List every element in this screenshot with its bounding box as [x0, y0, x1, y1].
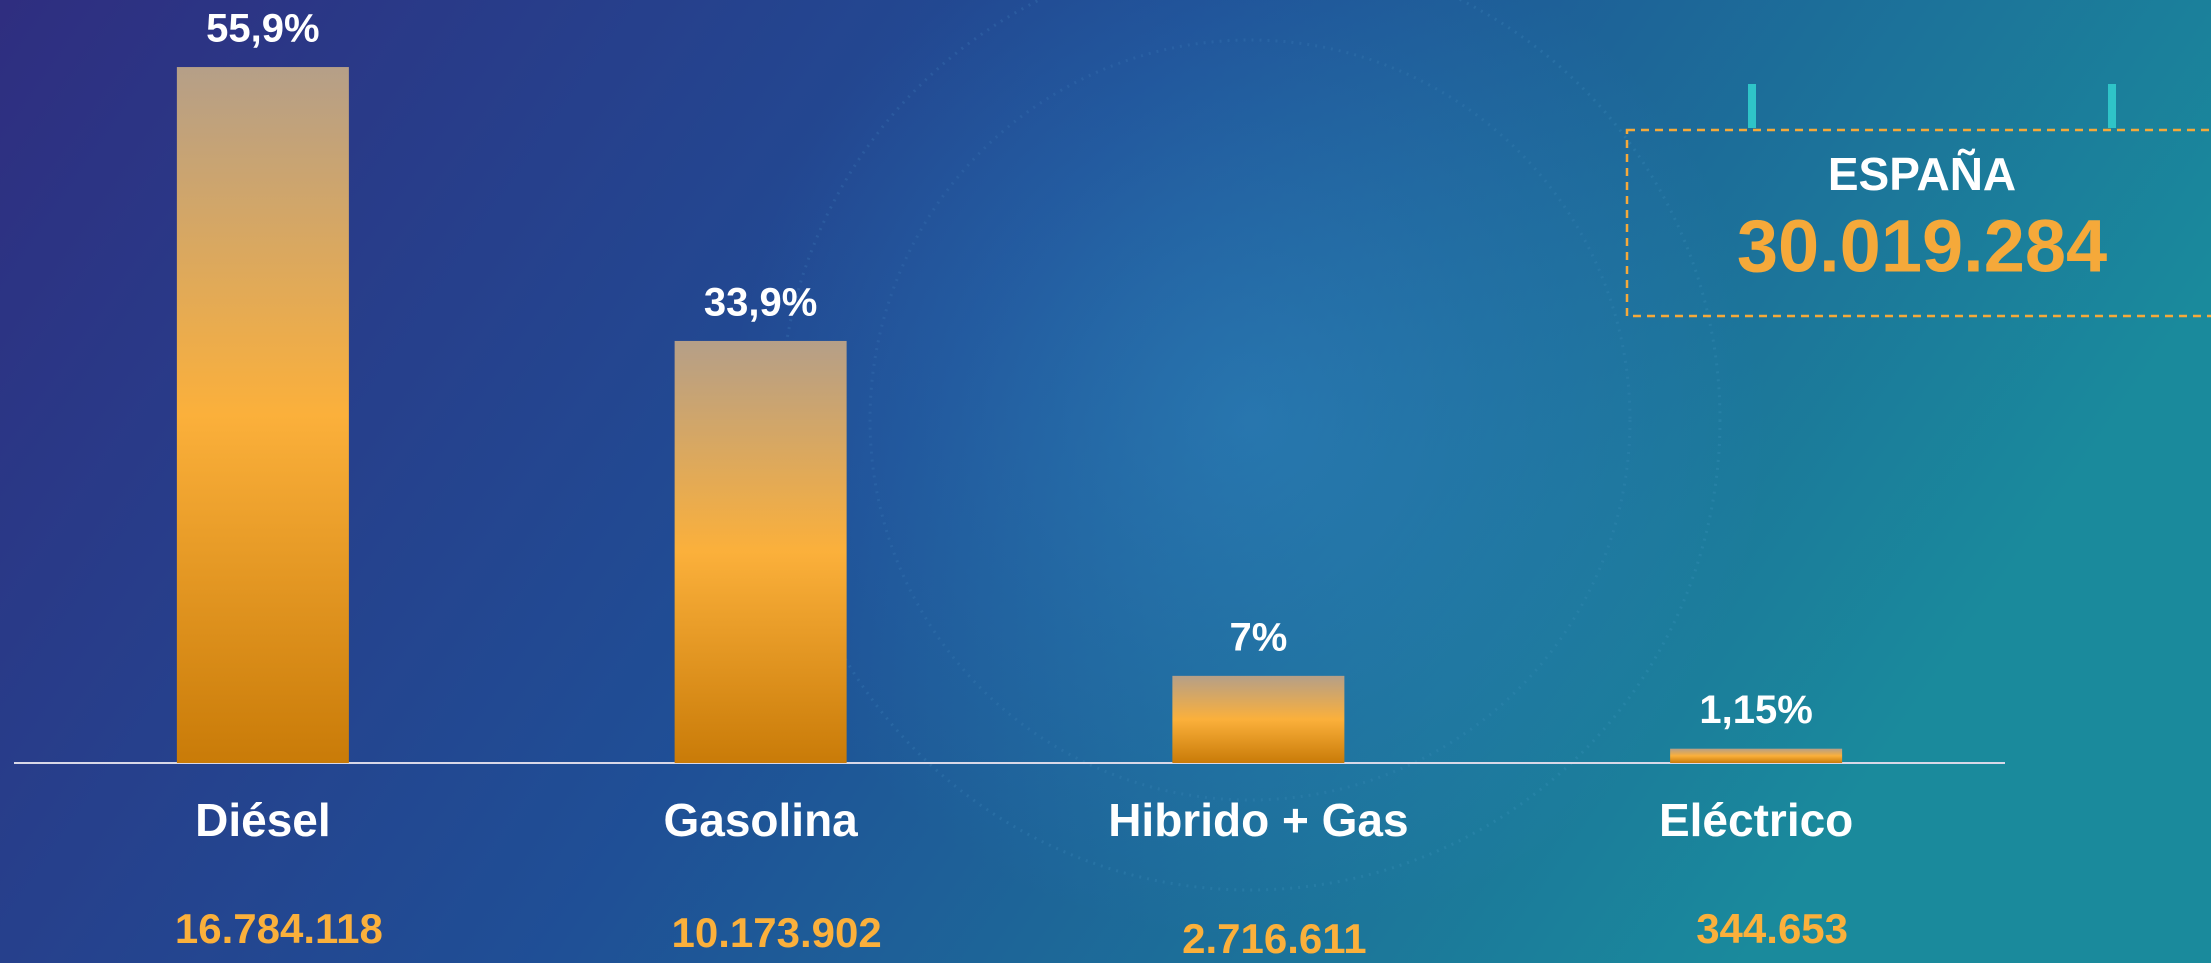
total-label: 344.653	[1696, 905, 1848, 952]
summary-value: 30.019.284	[1737, 205, 2107, 288]
bar	[176, 67, 349, 764]
total-label: 10.173.902	[672, 909, 882, 956]
value-label: 33,9%	[704, 281, 817, 325]
value-label: 55,9%	[206, 7, 319, 51]
bar	[1172, 675, 1345, 763]
bar	[674, 340, 847, 763]
summary-name: ESPAÑA	[1828, 148, 2016, 200]
summary-frame	[1625, 128, 2211, 318]
value-label: 1,15%	[1699, 688, 1812, 732]
bar	[1670, 748, 1843, 763]
x-tick-label: Eléctrico	[1659, 794, 1853, 846]
decoration	[868, 38, 1632, 802]
x-tick-label: Gasolina	[663, 794, 858, 846]
total-label: 2.716.611	[1182, 915, 1367, 962]
x-tick-label: Hibrido + Gas	[1108, 794, 1408, 846]
total-label: 16.784.118	[175, 905, 383, 952]
decoration	[778, 0, 1722, 892]
x-tick-label: Diésel	[195, 794, 331, 846]
summary-box: ESPAÑA 30.019.284	[1625, 84, 2211, 318]
decoration	[730, 0, 1770, 940]
value-label: 7%	[1229, 615, 1287, 659]
